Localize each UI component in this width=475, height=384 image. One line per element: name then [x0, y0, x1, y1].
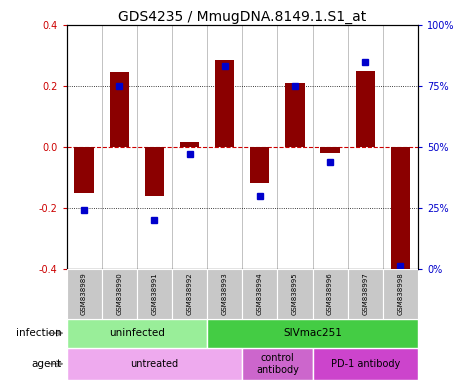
Text: SIVmac251: SIVmac251 [283, 328, 342, 338]
Bar [313, 269, 348, 319]
Text: GSM838991: GSM838991 [152, 272, 157, 315]
Text: infection: infection [16, 328, 62, 338]
Text: GSM838995: GSM838995 [292, 272, 298, 315]
Bar [250, 147, 269, 184]
Bar [180, 142, 199, 147]
Bar [137, 269, 172, 319]
Text: control
antibody: control antibody [256, 353, 299, 375]
Text: untreated: untreated [130, 359, 179, 369]
Bar [75, 147, 94, 193]
Bar [102, 269, 137, 319]
Text: GSM838996: GSM838996 [327, 272, 333, 315]
Bar [277, 269, 313, 319]
Bar [66, 269, 102, 319]
Text: GSM838992: GSM838992 [187, 272, 192, 315]
Bar [207, 269, 242, 319]
Bar [66, 348, 242, 380]
Bar [215, 60, 234, 147]
Bar [145, 147, 164, 196]
Text: GSM838998: GSM838998 [398, 272, 403, 315]
Text: GSM838993: GSM838993 [222, 272, 228, 315]
Bar [348, 269, 383, 319]
Text: PD-1 antibody: PD-1 antibody [331, 359, 400, 369]
Bar [110, 72, 129, 147]
Text: GSM838989: GSM838989 [81, 272, 87, 315]
Bar [313, 348, 418, 380]
Text: uninfected: uninfected [109, 328, 165, 338]
Text: GSM838994: GSM838994 [257, 272, 263, 315]
Bar [242, 269, 277, 319]
Text: GSM838997: GSM838997 [362, 272, 368, 315]
Text: agent: agent [32, 359, 62, 369]
Text: GSM838990: GSM838990 [116, 272, 122, 315]
Title: GDS4235 / MmugDNA.8149.1.S1_at: GDS4235 / MmugDNA.8149.1.S1_at [118, 10, 366, 24]
Bar [172, 269, 207, 319]
Bar [285, 83, 304, 147]
Bar [242, 348, 313, 380]
Bar [383, 269, 418, 319]
Bar [207, 319, 418, 348]
Bar [391, 147, 410, 272]
Bar [321, 147, 340, 153]
Bar [66, 319, 207, 348]
Bar [356, 71, 375, 147]
